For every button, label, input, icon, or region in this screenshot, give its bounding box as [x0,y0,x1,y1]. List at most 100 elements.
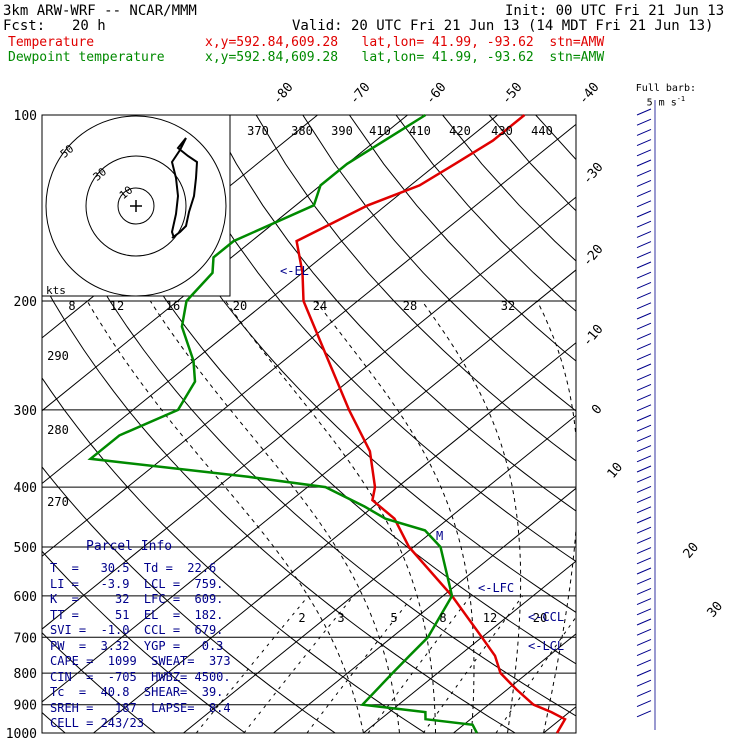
pressure-label: 900 [14,699,37,714]
dry-adiabat-line [42,466,336,733]
ccl-annotation: <-CCL [528,610,564,624]
wind-barb [636,281,652,289]
parcel-info-row: TT = 51 EL = 182. [50,607,224,622]
parcel-info-row: CIN = -705 HWBZ= 4500. [50,669,231,684]
theta-label: 420 [449,124,471,138]
wind-barb [636,455,652,463]
isotherm-line [42,269,576,703]
hodograph-speed-label: 12 [110,299,124,313]
wind-barb [636,536,652,544]
isotherm-line [93,342,576,733]
hodograph-ring-label: 50 [58,142,77,160]
hodograph-speed-label: 32 [501,299,515,313]
isotherm-label: -50 [499,80,526,108]
wind-barb [636,506,652,514]
pressure-label: 600 [14,590,37,605]
wind-barb [636,210,652,218]
wind-barb [636,302,652,310]
valid-time: Valid: 20 UTC Fri 21 Jun 13 (14 MDT Fri … [292,18,714,34]
wind-barb [636,516,652,524]
isotherm-label: -30 [580,160,607,188]
wind-barb [636,118,652,126]
wind-barb [636,710,652,718]
temperature-profile [295,114,567,734]
wind-barb [636,475,652,483]
isotherm-label: 0 [589,402,606,418]
full-barb-unit: 5 m s [646,97,677,109]
dewpoint-profile [87,113,479,734]
dry-adiabat-line [69,115,576,665]
dry-adiabat-line [535,115,576,161]
theta-label: 410 [369,124,391,138]
wind-barb [636,526,652,534]
theta-left-label: 290 [47,349,69,363]
hodograph-trace [170,137,199,239]
dry-adiabat-line [442,115,576,262]
wind-barb [636,414,652,422]
wind-barb [636,638,652,646]
wind-barb [636,363,652,371]
theta-label: 440 [531,124,553,138]
theta-label: 370 [247,124,269,138]
hodograph-ring [85,155,187,257]
wind-barb [636,598,652,606]
isotherm-line [42,196,576,630]
wind-barb [636,404,652,412]
isotherm-label: 30 [705,599,727,621]
isotherm-label: -20 [580,242,607,270]
parcel-info-title: Parcel Info [86,539,173,554]
wind-barb [636,689,652,697]
wind-barb [636,169,652,177]
plot-frame [41,114,577,734]
parcel-info-row: SVI = -1.0 CCL = 679. [50,623,224,637]
wind-barb [636,659,652,667]
hodograph-speed-label: 20 [233,299,247,313]
kts-label: kts [46,284,66,297]
parcel-info-row: T = 30.5 Td = 22.6 [50,561,217,575]
dry-adiabat-line [676,115,740,733]
parcel-info-row: Tc = 40.8 SHEAR= 39. [50,685,224,699]
isotherm-line [42,115,408,412]
wind-barb [636,577,652,585]
wind-barb [636,322,652,330]
theta-label: 410 [409,124,431,138]
dry-adiabat-line [116,115,576,613]
mean-wind-marker: M [436,529,443,543]
wind-barb [636,190,652,198]
parcel-info-row: LI = -3.9 LCL = 759. [50,576,224,591]
theta-left-label: 270 [47,495,69,509]
mixing-ratio-label: 12 [483,611,497,625]
wind-barb [636,343,652,351]
isotherm-label: -40 [576,80,603,108]
wind-barb [636,547,652,555]
wind-barb [636,394,652,402]
wind-barb [636,292,652,300]
fcst-label: Fcst: [3,18,46,34]
wind-barb [636,353,652,361]
wind-barb [636,618,652,626]
theta-label: 380 [291,124,313,138]
wind-barb [636,465,652,473]
temperature-location: x,y=592.84,609.28 lat,lon= 41.99, -93.62… [205,35,605,50]
full-barb-title: Full barb: [635,83,696,94]
parcel-info-row: SREH = 187 LAPSE= 8.4 [50,700,231,715]
dewpoint-legend: Dewpoint temperature [8,50,165,65]
wind-barb [636,373,652,381]
fcst-value: 20 h [72,18,106,34]
parcel-info-row: K = 32 LFC = 609. [50,592,224,606]
full-barb-legend: Full barb: 5 m s-1 [636,84,696,108]
wind-barb [636,567,652,575]
wind-barb [636,700,652,708]
dry-adiabat-line [255,115,576,462]
moist-adiabat-line [86,300,364,733]
pressure-label: 500 [14,541,37,556]
mixing-ratio-label: 2 [298,611,305,625]
wind-barb [636,312,652,320]
dry-adiabat-line [302,115,576,412]
temperature-legend: Temperature [8,35,95,50]
isotherm-label: 20 [681,540,703,562]
wind-barb [636,628,652,636]
mixing-ratio-label: 8 [439,611,446,625]
theta-left-label: 280 [47,423,69,437]
